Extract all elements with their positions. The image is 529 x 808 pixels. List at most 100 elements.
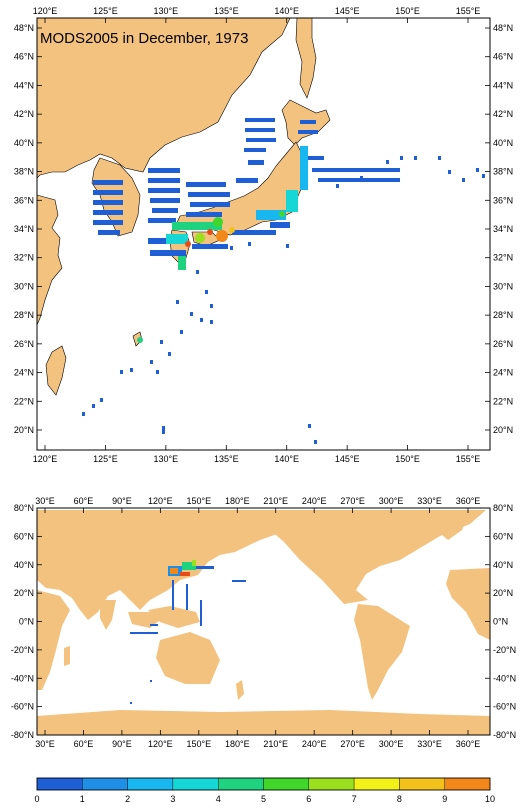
bottom-map-lon-label-top: 360°E bbox=[456, 496, 481, 506]
bottom-map-lat-label-left: 60°N bbox=[14, 531, 34, 541]
top-map-lon-label-top: 130°E bbox=[154, 6, 179, 16]
bottom-map-land bbox=[37, 510, 490, 735]
colorbar-label: 10 bbox=[485, 794, 495, 804]
colorbar-cell bbox=[82, 777, 128, 791]
top-map-frame bbox=[36, 17, 491, 451]
bottom-map-observations bbox=[130, 560, 246, 704]
top-map-lat-label-right: 34°N bbox=[493, 224, 513, 234]
top-map-lon-label-bottom: 120°E bbox=[33, 454, 58, 464]
bottom-map-lat-label-right: 0°N bbox=[493, 617, 508, 627]
bottom-map-lon-label-bottom: 300°E bbox=[379, 739, 404, 749]
bottom-map-lon-label-bottom: 240°E bbox=[302, 739, 327, 749]
colorbar-label: 2 bbox=[125, 794, 130, 804]
top-map-lat-label-right: 22°N bbox=[493, 396, 513, 406]
bottom-map-lon-label-top: 300°E bbox=[379, 496, 404, 506]
top-map-lat-label-right: 48°N bbox=[493, 23, 513, 33]
bottom-map-lon-label-top: 210°E bbox=[263, 496, 288, 506]
bottom-map-lon-label-bottom: 210°E bbox=[263, 739, 288, 749]
top-map-lat-label-left: 36°N bbox=[14, 195, 34, 205]
bottom-map-lat-label-left: 20°N bbox=[14, 588, 34, 598]
bottom-map: 30°E 30°E 60°E 60°E 90°E 90°E 120°E 120°E 150°E 1… bbox=[11, 496, 516, 749]
bottom-map-ticks: 30°E 30°E 60°E 60°E 90°E 90°E 120°E 120°E 150°E 1… bbox=[11, 496, 516, 749]
top-map-lat-label-left: 20°N bbox=[14, 425, 34, 435]
top-map-lon-label-bottom: 145°E bbox=[335, 454, 360, 464]
colorbar-label: 3 bbox=[170, 794, 175, 804]
top-map-lat-label-left: 32°N bbox=[14, 253, 34, 263]
colorbar-label: 1 bbox=[80, 794, 85, 804]
colorbar: 0 1 2 3 4 5 6 7 8 9 10 bbox=[34, 777, 495, 804]
bottom-map-lon-label-top: 30°E bbox=[35, 496, 55, 506]
bottom-map-lat-label-left: -20°N bbox=[11, 645, 34, 655]
colorbar-label: 7 bbox=[352, 794, 357, 804]
bottom-map-lat-label-left: -40°N bbox=[11, 673, 34, 683]
bottom-map-lat-label-left: 40°N bbox=[14, 560, 34, 570]
top-map-lon-label-top: 120°E bbox=[33, 6, 58, 16]
top-map-lat-label-right: 40°N bbox=[493, 138, 513, 148]
colorbar-label: 9 bbox=[442, 794, 447, 804]
bottom-map-lon-label-bottom: 180°E bbox=[225, 739, 250, 749]
bottom-map-lon-label-bottom: 270°E bbox=[340, 739, 365, 749]
top-map-lat-label-left: 26°N bbox=[14, 339, 34, 349]
bottom-map-lon-label-top: 330°E bbox=[417, 496, 442, 506]
top-map-lat-label-right: 36°N bbox=[493, 195, 513, 205]
bottom-map-lat-label-left: -80°N bbox=[11, 730, 34, 740]
colorbar-label: 8 bbox=[397, 794, 402, 804]
top-map-lat-label-left: 44°N bbox=[14, 80, 34, 90]
map-title: MODS2005 in December, 1973 bbox=[40, 30, 248, 47]
bottom-map-lon-label-top: 150°E bbox=[187, 496, 212, 506]
bottom-map-lon-label-top: 180°E bbox=[225, 496, 250, 506]
colorbar-cell bbox=[127, 777, 174, 791]
top-map-lat-label-right: 24°N bbox=[493, 368, 513, 378]
top-map-lat-label-left: 48°N bbox=[14, 23, 34, 33]
top-map-lon-label-top: 155°E bbox=[456, 6, 481, 16]
colorbar-label: 0 bbox=[34, 794, 39, 804]
bottom-map-lon-label-bottom: 120°E bbox=[148, 739, 173, 749]
bottom-map-lat-label-left: 0°N bbox=[19, 617, 34, 627]
top-map-lat-label-left: 38°N bbox=[14, 167, 34, 177]
colorbar-cell bbox=[353, 777, 400, 791]
bottom-map-lon-label-top: 270°E bbox=[340, 496, 365, 506]
top-map-lat-label-left: 24°N bbox=[14, 368, 34, 378]
colorbar-cell bbox=[172, 777, 219, 791]
top-map-lon-label-top: 145°E bbox=[335, 6, 360, 16]
bottom-map-lon-label-bottom: 330°E bbox=[417, 739, 442, 749]
bottom-map-lat-label-right: 40°N bbox=[493, 560, 513, 570]
top-map-lon-label-top: 150°E bbox=[395, 6, 420, 16]
top-map-lat-label-left: 46°N bbox=[14, 52, 34, 62]
top-map-ticks: 120°E 120°E 125°E 125°E 130°E 130°E 135°E 135°E… bbox=[14, 6, 513, 464]
bottom-map-lon-label-bottom: 90°E bbox=[112, 739, 132, 749]
top-map-lat-label-right: 44°N bbox=[493, 80, 513, 90]
bottom-map-lat-label-right: 80°N bbox=[493, 503, 513, 513]
colorbar-cell bbox=[444, 777, 491, 791]
bottom-map-lon-label-bottom: 150°E bbox=[187, 739, 212, 749]
bottom-map-lon-label-bottom: 30°E bbox=[35, 739, 55, 749]
bottom-map-lat-label-right: 60°N bbox=[493, 531, 513, 541]
bottom-map-lon-label-top: 120°E bbox=[148, 496, 173, 506]
bottom-map-lon-label-top: 240°E bbox=[302, 496, 327, 506]
top-map-lon-label-bottom: 130°E bbox=[154, 454, 179, 464]
top-map-lat-label-left: 30°N bbox=[14, 281, 34, 291]
bottom-map-lon-label-bottom: 60°E bbox=[74, 739, 94, 749]
top-map-lon-label-bottom: 135°E bbox=[214, 454, 239, 464]
top-map-lat-label-left: 28°N bbox=[14, 310, 34, 320]
bottom-map-lat-label-right: -40°N bbox=[493, 673, 516, 683]
bottom-map-lon-label-bottom: 360°E bbox=[456, 739, 481, 749]
colorbar-frame bbox=[36, 777, 491, 791]
top-map-lat-label-right: 26°N bbox=[493, 339, 513, 349]
colorbar-cell bbox=[308, 777, 355, 791]
bottom-map-lat-label-left: 80°N bbox=[14, 503, 34, 513]
bottom-map-lat-label-right: -20°N bbox=[493, 645, 516, 655]
top-map-lat-label-right: 38°N bbox=[493, 167, 513, 177]
top-map-lat-label-right: 28°N bbox=[493, 310, 513, 320]
top-map-lat-label-left: 42°N bbox=[14, 109, 34, 119]
top-map-lat-label-right: 20°N bbox=[493, 425, 513, 435]
top-map-lon-label-bottom: 155°E bbox=[456, 454, 481, 464]
top-map-lat-label-right: 42°N bbox=[493, 109, 513, 119]
colorbar-cell bbox=[399, 777, 445, 791]
top-map-lon-label-bottom: 150°E bbox=[395, 454, 420, 464]
top-map-lat-label-right: 30°N bbox=[493, 281, 513, 291]
bottom-map-lon-label-top: 90°E bbox=[112, 496, 132, 506]
colorbar-cell bbox=[217, 777, 264, 791]
top-map-lat-label-right: 32°N bbox=[493, 253, 513, 263]
